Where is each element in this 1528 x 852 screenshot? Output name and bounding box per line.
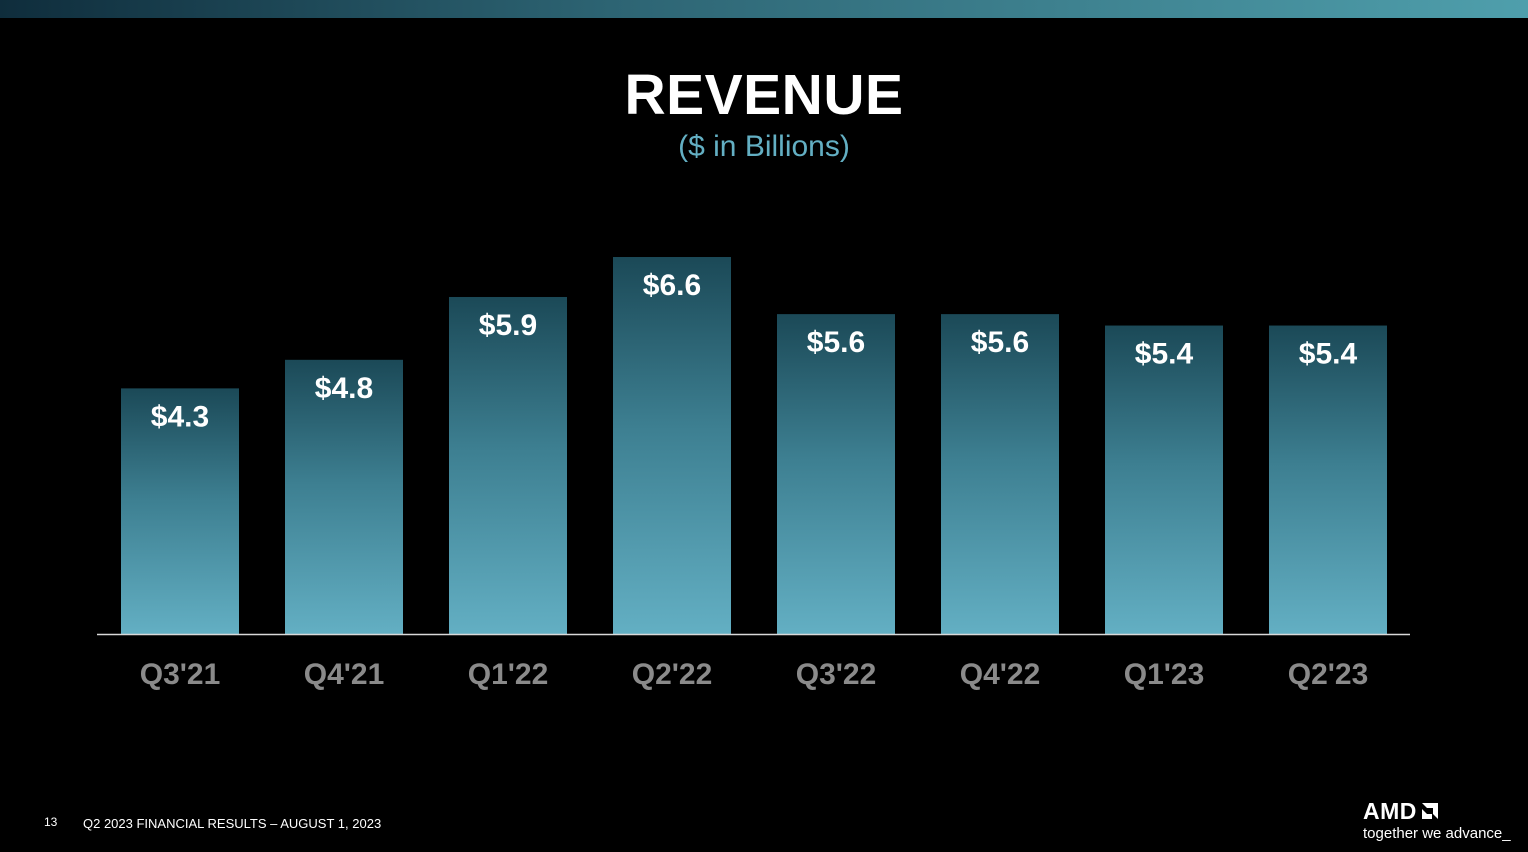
top-accent-bar: [0, 0, 1528, 18]
category-label: Q3'22: [796, 658, 877, 691]
value-label: $5.6: [807, 326, 865, 359]
value-label: $5.4: [1135, 338, 1194, 371]
category-label: Q3'21: [140, 658, 221, 691]
value-labels-group: $4.3 $4.8 $5.9 $6.6 $5.6 $5.6 $5.4 $5.4: [151, 269, 1358, 433]
value-label: $6.6: [643, 269, 701, 302]
amd-arrow-icon: [1421, 803, 1438, 819]
bar-Q3'21: [121, 388, 239, 634]
amd-logo: AMD together we advance_: [1363, 798, 1513, 843]
category-label: Q4'22: [960, 658, 1041, 691]
bar-Q2'23: [1269, 325, 1387, 634]
value-label: $5.4: [1299, 338, 1358, 371]
category-label: Q1'22: [468, 658, 549, 691]
bar-Q1'23: [1105, 325, 1223, 634]
category-label: Q2'23: [1288, 658, 1369, 691]
bar-Q4'21: [285, 359, 403, 634]
bars-group: [121, 257, 1387, 634]
value-label: $4.3: [151, 400, 209, 433]
value-label: $4.8: [315, 372, 373, 405]
category-label: Q4'21: [304, 658, 385, 691]
category-labels-group: Q3'21 Q4'21 Q1'22 Q2'22 Q3'22 Q4'22 Q1'23 Q2'23: [140, 658, 1369, 691]
logo-wordmark: AMD: [1363, 798, 1417, 824]
footer-text: Q2 2023 FINANCIAL RESULTS – AUGUST 1, 20…: [83, 816, 382, 831]
bar-Q2'22: [613, 257, 731, 634]
bar-Q3'22: [777, 314, 895, 634]
category-label: Q2'22: [632, 658, 713, 691]
category-label: Q1'23: [1124, 658, 1205, 691]
value-label: $5.6: [971, 326, 1029, 359]
value-label: $5.9: [479, 309, 537, 342]
bar-Q4'22: [941, 314, 1059, 634]
bar-Q1'22: [449, 296, 567, 634]
logo-tagline: together we advance_: [1363, 825, 1511, 842]
chart-subtitle: ($ in Billions): [678, 130, 850, 163]
page-number: 13: [44, 815, 58, 829]
chart-title: REVENUE: [624, 63, 904, 127]
